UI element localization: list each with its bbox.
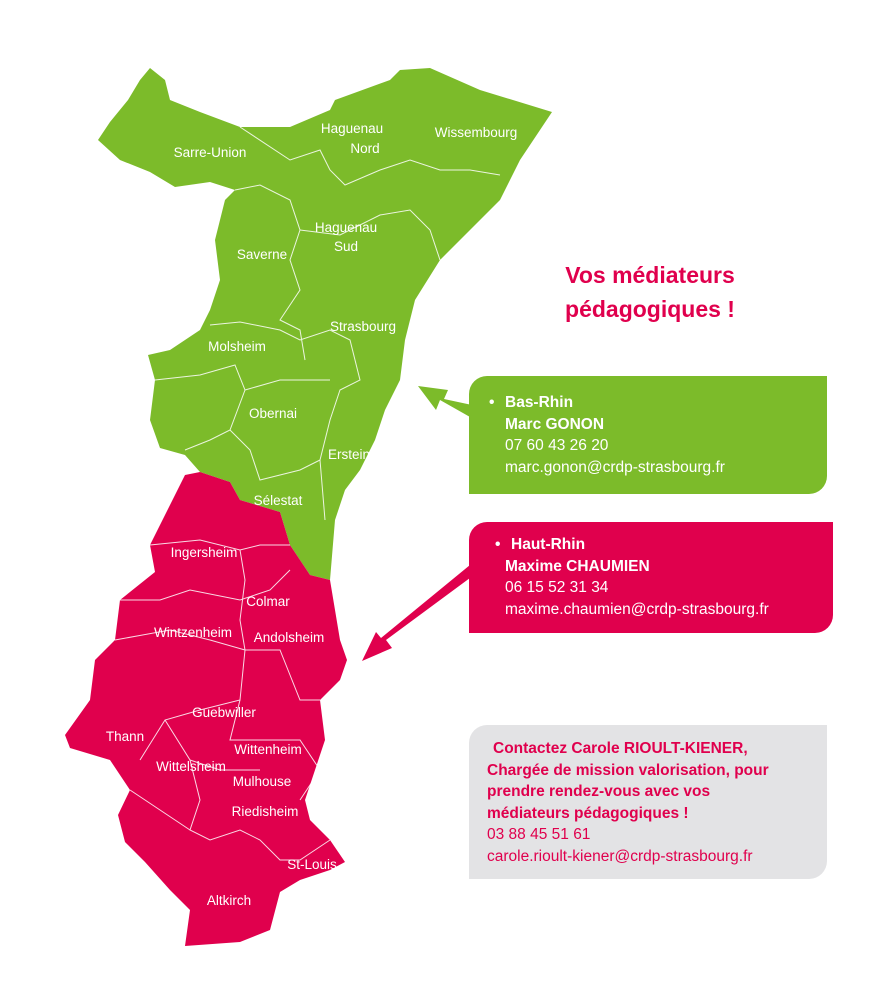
title-line-2: pédagogiques ! — [565, 296, 735, 322]
label-selestat: Sélestat — [254, 493, 303, 508]
label-ingersheim: Ingersheim — [171, 545, 238, 560]
bas-rhin-region[interactable] — [98, 68, 552, 580]
label-thann: Thann — [106, 729, 144, 744]
haut-rhin-mediator-name: Maxime CHAUMIEN — [505, 557, 650, 575]
contact-line-3: prendre rendez-vous avec vos — [487, 783, 711, 800]
label-sarre-union: Sarre-Union — [174, 145, 247, 160]
haut-rhin-phone[interactable]: 06 15 52 31 34 — [505, 579, 609, 596]
label-saverne: Saverne — [237, 247, 287, 262]
contact-coordinator-card: Contactez Carole RIOULT-KIENER, Chargée … — [469, 725, 827, 879]
label-andolsheim: Andolsheim — [254, 630, 325, 645]
bas-rhin-arrow-icon — [418, 386, 472, 417]
bas-rhin-region-label: Bas-Rhin — [489, 392, 827, 414]
label-wittelsheim: Wittelsheim — [156, 759, 226, 774]
label-wittenheim: Wittenheim — [234, 742, 302, 757]
label-haguenau-sud-2: Sud — [334, 239, 358, 254]
contact-line-1: Contactez Carole RIOULT-KIENER, — [493, 740, 748, 757]
district-labels: Sarre-Union Haguenau Nord Wissembourg Ha… — [106, 121, 517, 908]
label-riedisheim: Riedisheim — [232, 804, 299, 819]
bas-rhin-phone[interactable]: 07 60 43 26 20 — [505, 437, 609, 454]
label-haguenau-sud-1: Haguenau — [315, 220, 377, 235]
label-strasbourg: Strasbourg — [330, 319, 396, 334]
page-title: Vos médiateurs pédagogiques ! — [520, 258, 780, 326]
bas-rhin-contact-card: Bas-Rhin Marc GONON 07 60 43 26 20 marc.… — [469, 376, 827, 494]
label-guebwiller: Guebwiller — [192, 705, 256, 720]
label-molsheim: Molsheim — [208, 339, 266, 354]
contact-email-link[interactable]: carole.rioult-kiener@crdp-strasbourg.fr — [487, 847, 753, 865]
bas-rhin-email-link[interactable]: marc.gonon@crdp-strasbourg.fr — [505, 458, 725, 476]
label-wissembourg: Wissembourg — [435, 125, 518, 140]
label-obernai: Obernai — [249, 406, 297, 421]
haut-rhin-email-link[interactable]: maxime.chaumien@crdp-strasbourg.fr — [505, 600, 769, 618]
district-borders — [114, 126, 501, 861]
label-altkirch: Altkirch — [207, 893, 251, 908]
haut-rhin-contact-card: Haut-Rhin Maxime CHAUMIEN 06 15 52 31 34… — [469, 522, 833, 633]
label-st-louis: St-Louis — [287, 857, 337, 872]
contact-phone[interactable]: 03 88 45 51 61 — [487, 826, 591, 843]
label-wintzenheim: Wintzenheim — [154, 625, 232, 640]
contact-line-4: médiateurs pédagogiques ! — [487, 804, 689, 822]
contact-line-2: Chargée de mission valorisation, pour — [487, 761, 769, 779]
bas-rhin-mediator-name: Marc GONON — [505, 415, 605, 433]
label-haguenau-nord-2: Nord — [350, 141, 379, 156]
title-line-1: Vos médiateurs — [565, 262, 735, 288]
haut-rhin-region-label: Haut-Rhin — [495, 534, 839, 556]
label-haguenau-nord-1: Haguenau — [321, 121, 383, 136]
label-colmar: Colmar — [246, 594, 290, 609]
label-mulhouse: Mulhouse — [233, 774, 292, 789]
label-erstein: Erstein — [328, 447, 370, 462]
haut-rhin-arrow-icon — [362, 565, 474, 661]
